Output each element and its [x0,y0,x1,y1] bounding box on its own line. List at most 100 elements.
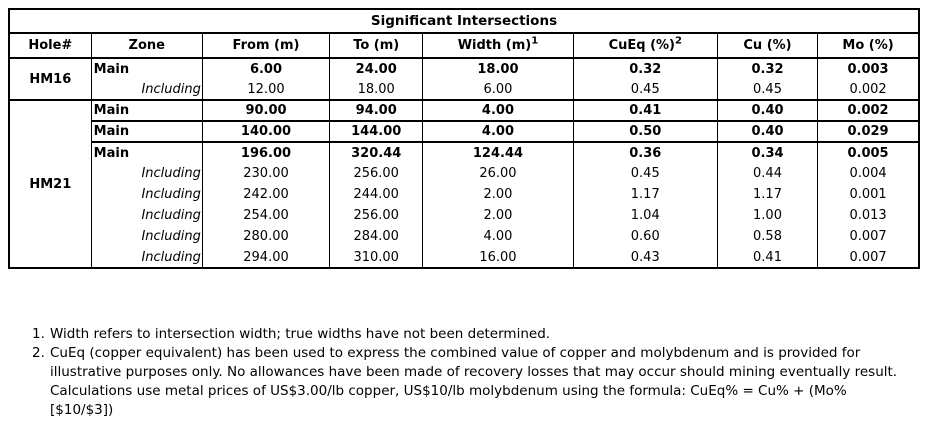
cueq-cell: 0.32 [572,58,718,79]
from-cell: 196.00 [201,141,331,163]
cu-cell: 0.44 [716,163,819,184]
from-cell: 242.00 [201,184,331,205]
col-header-zone: Zone [90,33,203,59]
col-header-mo-label: Mo (%) [842,38,894,53]
width-cell: 2.00 [422,184,574,205]
from-cell: 280.00 [201,226,331,247]
table-row: Main 196.00 320.44 124.44 0.36 0.34 0.00… [9,141,920,163]
col-header-cu: Cu (%) [716,33,819,59]
table-row: Including 230.00 256.00 26.00 0.45 0.44 … [9,163,920,184]
mo-cell: 0.002 [817,79,920,100]
zone-cell: Including [90,184,203,205]
footnote-number: 1. [32,326,45,342]
to-cell: 144.00 [329,120,424,142]
from-cell: 12.00 [201,79,331,100]
col-header-from-label: From (m) [232,38,300,53]
to-cell: 94.00 [329,99,424,121]
cu-cell: 0.58 [716,226,819,247]
hole-id-hm21: HM21 [8,99,92,268]
to-cell: 18.00 [329,79,424,100]
cueq-cell: 0.45 [572,163,718,184]
mo-cell: 0.007 [817,226,920,247]
cueq-cell: 0.43 [572,247,718,268]
mo-cell: 0.001 [817,184,920,205]
cu-cell: 0.32 [716,58,819,79]
cu-cell: 1.00 [716,205,819,226]
to-cell: 256.00 [329,205,424,226]
footnote-text: Width refers to intersection width; true… [50,326,551,342]
to-cell: 284.00 [329,226,424,247]
mo-cell: 0.029 [817,120,920,142]
to-cell: 256.00 [329,163,424,184]
mo-cell: 0.013 [817,205,920,226]
table-row: HM16 Main 6.00 24.00 18.00 0.32 0.32 0.0… [8,58,920,100]
col-header-from: From (m) [201,33,331,59]
width-cell: 4.00 [422,226,574,247]
cueq-cell: 1.04 [572,205,718,226]
table-title: Significant Intersections [8,9,920,34]
cu-cell: 1.17 [716,184,819,205]
table-row: Including 12.00 18.00 6.00 0.45 0.45 0.0… [9,79,920,100]
width-cell: 124.44 [422,141,574,163]
hole-id-hm16: HM16 [8,58,92,100]
col-header-width: Width (m)1 [422,33,574,59]
footnote-number: 2. [32,345,45,361]
mo-cell: 0.002 [817,99,920,121]
zone-cell: Main [90,58,203,79]
col-header-hole-label: Hole# [28,38,73,53]
to-cell: 24.00 [329,58,424,79]
table-row: HM21 Main 90.00 94.00 4.00 0.41 0.40 0.0… [8,99,920,268]
zone-cell: Main [90,99,203,121]
footnote-2: 2. CuEq (copper equivalent) has been use… [32,344,910,420]
cueq-cell: 0.50 [572,120,718,142]
table-header-row: Hole# Zone From (m) To (m) Width (m)1 Cu… [8,33,920,59]
footnotes: 1. Width refers to intersection width; t… [32,325,910,420]
from-cell: 254.00 [201,205,331,226]
to-cell: 320.44 [329,141,424,163]
width-cell: 16.00 [422,247,574,268]
table-row: Main 140.00 144.00 4.00 0.50 0.40 0.029 [9,120,920,142]
significant-intersections-table: Significant Intersections Hole# Zone Fro… [8,8,920,269]
from-cell: 6.00 [201,58,331,79]
col-header-cu-label: Cu (%) [743,38,792,53]
from-cell: 230.00 [201,163,331,184]
col-header-cueq: CuEq (%)2 [572,33,718,59]
table-row: Including 280.00 284.00 4.00 0.60 0.58 0… [9,226,920,247]
zone-cell: Main [90,141,203,163]
zone-cell: Main [90,120,203,142]
col-header-width-label: Width (m) [457,38,532,53]
table-row: Including 294.00 310.00 16.00 0.43 0.41 … [9,247,920,268]
cueq-cell: 0.60 [572,226,718,247]
to-cell: 310.00 [329,247,424,268]
cueq-cell: 1.17 [572,184,718,205]
col-header-to-label: To (m) [353,38,400,53]
cueq-cell: 0.45 [572,79,718,100]
col-header-zone-label: Zone [128,38,165,53]
zone-cell: Including [90,247,203,268]
width-cell: 4.00 [422,99,574,121]
cu-cell: 0.40 [716,99,819,121]
width-cell: 2.00 [422,205,574,226]
mo-cell: 0.004 [817,163,920,184]
from-cell: 90.00 [201,99,331,121]
col-header-cueq-label: CuEq (%) [608,38,675,53]
width-cell: 6.00 [422,79,574,100]
table-title-row: Significant Intersections [8,9,920,34]
width-cell: 4.00 [422,120,574,142]
width-cell: 26.00 [422,163,574,184]
table-row: Including 254.00 256.00 2.00 1.04 1.00 0… [9,205,920,226]
zone-cell: Including [90,205,203,226]
mo-cell: 0.005 [817,141,920,163]
footnote-text: CuEq (copper equivalent) has been used t… [50,345,898,418]
table-row: Including 242.00 244.00 2.00 1.17 1.17 0… [9,184,920,205]
from-cell: 140.00 [201,120,331,142]
zone-cell: Including [90,163,203,184]
width-cell: 18.00 [422,58,574,79]
zone-cell: Including [90,226,203,247]
cu-cell: 0.45 [716,79,819,100]
mo-cell: 0.003 [817,58,920,79]
mo-cell: 0.007 [817,247,920,268]
col-header-width-sup: 1 [531,35,539,47]
cu-cell: 0.40 [716,120,819,142]
